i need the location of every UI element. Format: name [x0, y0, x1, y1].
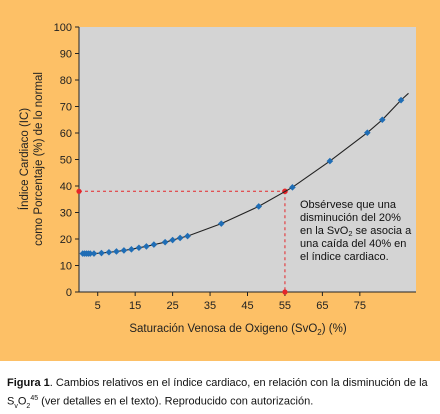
data-point [161, 238, 169, 246]
data-point [86, 250, 94, 257]
x-tick-label: 55 [279, 300, 291, 312]
x-axis-label: Saturación Venosa de Oxigeno (SvO2) (%) [129, 323, 346, 337]
y-tick-label: 0 [66, 287, 72, 299]
data-point [120, 247, 128, 254]
x-axis-label-main: Saturación Venosa de Oxigeno (SvO [129, 323, 317, 335]
caption-sup-45: 45 [30, 395, 39, 402]
y-tick-label: 50 [60, 155, 72, 167]
caption-o: O [17, 395, 27, 408]
reference-marker-x [282, 289, 288, 295]
y-tick-label: 30 [60, 208, 72, 220]
y-tick-label: 80 [60, 75, 72, 87]
data-point [143, 243, 150, 250]
y-tick-label: 70 [60, 102, 72, 114]
y-axis-label-line2: como Porcentaje (%) de lo normal [33, 72, 45, 246]
y-tick-label: 20 [60, 234, 72, 246]
annotation: Obsérvese que una disminución del 20% en… [300, 199, 412, 263]
data-point [255, 203, 263, 210]
data-point [150, 241, 158, 248]
data-point [326, 157, 334, 165]
y-tick-label: 60 [60, 128, 72, 140]
y-tick-label: 100 [54, 22, 72, 34]
x-axis-label-end: ) (%) [322, 323, 347, 335]
data-point [90, 250, 98, 257]
data-point [397, 96, 405, 104]
data-point [176, 234, 184, 242]
data-point [289, 184, 296, 191]
data-point [98, 249, 105, 257]
x-tick-label: 15 [129, 300, 141, 312]
x-axis-label-sub: 2 [317, 328, 322, 337]
caption-sub-2: 2 [26, 402, 31, 410]
y-axis-label-line1: Índice Cardiaco (IC) [18, 108, 31, 210]
annotation-line5: el índice cardiaco. [300, 251, 389, 263]
chart: 0 10 20 30 40 50 60 70 80 90 100 5 15 25 35 45 55 65 75 Sa… [18, 22, 416, 337]
data-point [113, 248, 120, 255]
data-point [364, 129, 371, 137]
data-point [169, 236, 176, 244]
x-tick-label: 5 [95, 300, 101, 312]
annotation-line3-sub: 2 [348, 229, 352, 238]
x-tick-label: 45 [241, 300, 253, 312]
caption-sub-v: v [14, 402, 18, 410]
annotation-line3-a: en la SvO [300, 225, 349, 237]
annotation-line3-b: se asocia a [352, 225, 412, 237]
annotation-line4: una caída del 40% en [300, 238, 406, 250]
plot-area [79, 27, 416, 292]
reference-marker-y [76, 188, 82, 194]
x-tick-label: 35 [204, 300, 216, 312]
data-point [105, 248, 113, 256]
caption-text-b: (ver detalles en el texto). Reproducido … [38, 395, 314, 408]
caption-text-a: . Cambios relativos en el índice cardiac… [7, 377, 428, 408]
annotation-line1: Obsérvese que una [300, 199, 397, 211]
data-point [135, 244, 143, 252]
data-point [217, 220, 225, 227]
annotation-line2: disminución del 20% [300, 212, 401, 224]
data-point [379, 116, 386, 124]
x-tick-label: 25 [166, 300, 178, 312]
x-tick-label: 65 [316, 300, 328, 312]
caption-label: Figura 1 [7, 377, 50, 389]
data-point [128, 246, 135, 253]
x-tick-label: 75 [354, 300, 366, 312]
y-tick-label: 90 [60, 49, 72, 61]
annotation-line3: en la SvO2 se asocia a [300, 225, 412, 238]
y-tick-label: 40 [60, 181, 72, 193]
data-point [184, 232, 191, 240]
figure-caption: Figura 1. Cambios relativos en el índice… [7, 376, 435, 414]
y-tick-label: 10 [60, 261, 72, 273]
